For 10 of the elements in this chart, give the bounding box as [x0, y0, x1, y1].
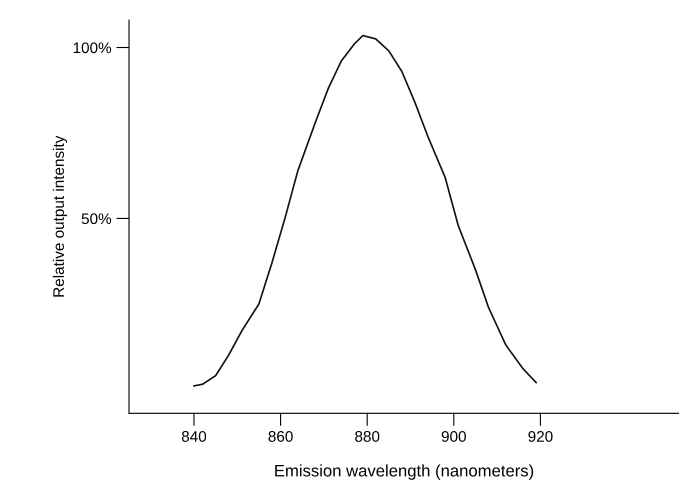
x-tick-label: 900: [442, 431, 466, 442]
y-axis-title: Relative output intensity: [52, 136, 68, 297]
y-tick-label: 100%: [74, 42, 112, 54]
x-tick-label: 920: [528, 431, 553, 442]
x-tick-label: 880: [355, 431, 380, 442]
line-series: [193, 34, 537, 387]
x-axis-title: Emission wavelength (nanometers): [275, 464, 534, 480]
x-tick-label: 860: [268, 431, 293, 442]
x-tick-label: 840: [182, 431, 206, 442]
y-tick-label: 50%: [82, 213, 112, 224]
